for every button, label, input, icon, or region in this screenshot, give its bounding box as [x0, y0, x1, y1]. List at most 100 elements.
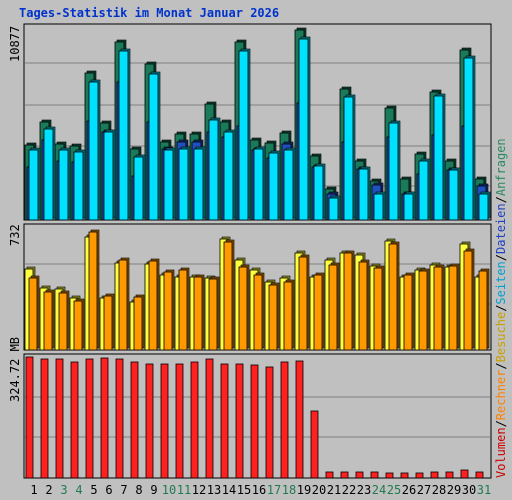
bar-volumen-day-28: [430, 471, 439, 479]
x-tick-label-day-29: 29: [447, 483, 461, 497]
bar-volumen-day-23: [355, 471, 364, 479]
bar-rechner-day-24: [373, 267, 383, 351]
bar-seiten-day-25: [388, 122, 399, 221]
legend-separator: /: [494, 420, 508, 427]
x-tick-label-day-12: 12: [192, 483, 206, 497]
x-tick-label-day-13: 13: [207, 483, 221, 497]
bar-rechner-day-31: [478, 270, 488, 351]
bar-seiten-day-19: [298, 38, 309, 221]
bar-seiten-day-18: [283, 149, 294, 221]
bar-volumen-day-8: [130, 361, 139, 479]
bar-rechner-day-15: [238, 266, 248, 351]
x-tick-label-day-25: 25: [387, 483, 401, 497]
bar-seiten-day-6: [103, 131, 114, 221]
bar-seiten-day-22: [343, 96, 354, 221]
bar-rechner-day-26: [403, 274, 413, 351]
bar-rechner-day-21: [328, 264, 338, 351]
bar-rechner-day-13: [208, 278, 218, 351]
bar-volumen-day-18: [280, 361, 289, 479]
bar-rechner-day-22: [343, 252, 353, 351]
legend-item-rechner: Rechner: [494, 370, 508, 421]
bar-volumen-day-31: [475, 471, 484, 479]
legend-item-dateien: Dateien: [494, 203, 508, 254]
bar-rechner-day-19: [298, 256, 308, 351]
bar-rechner-day-3: [58, 292, 68, 351]
bar-seiten-day-16: [253, 148, 264, 221]
x-tick-label-day-7: 7: [120, 483, 127, 497]
bar-rechner-day-4: [73, 300, 83, 351]
x-tick-label-day-8: 8: [135, 483, 142, 497]
bar-seiten-day-15: [238, 50, 249, 221]
bar-rechner-day-12: [193, 276, 203, 351]
series-legend: Volumen/Rechner/Besuche/Seiten/Dateien/A…: [494, 138, 508, 478]
bar-rechner-day-18: [283, 281, 293, 351]
bar-seiten-day-28: [433, 95, 444, 221]
bar-volumen-day-2: [40, 358, 49, 479]
bar-rechner-day-25: [388, 243, 398, 351]
bar-volumen-day-15: [235, 363, 244, 479]
legend-item-volumen: Volumen: [494, 427, 508, 478]
bar-volumen-day-26: [400, 472, 409, 479]
x-tick-label-day-17: 17: [267, 483, 281, 497]
legend-item-anfragen: Anfragen: [494, 138, 508, 196]
bar-rechner-day-20: [313, 274, 323, 351]
bar-rechner-day-29: [448, 265, 458, 351]
bars: [24, 27, 491, 479]
bar-volumen-day-20: [310, 410, 319, 479]
bar-seiten-day-11: [178, 148, 189, 221]
bar-rechner-day-6: [103, 295, 113, 351]
legend-separator: /: [494, 196, 508, 203]
x-axis-day-labels: 1 2 3 4 5 6 7 8 9 10 11 12 13 14 15 16 17 18 19 20 21 22 23 24 2…: [30, 483, 491, 497]
bar-seiten-day-5: [88, 81, 99, 221]
x-tick-label-day-2: 2: [45, 483, 52, 497]
bar-volumen-day-7: [115, 358, 124, 479]
bar-rechner-day-23: [358, 261, 368, 351]
bar-volumen-day-12: [190, 361, 199, 479]
bar-volumen-day-9: [145, 363, 154, 479]
x-tick-label-day-26: 26: [402, 483, 416, 497]
bar-rechner-day-28: [433, 266, 443, 351]
x-tick-label-day-18: 18: [282, 483, 296, 497]
volume-ymax-label: 324.72 MB: [8, 337, 22, 402]
bar-volumen-day-10: [160, 363, 169, 479]
bar-volumen-day-29: [445, 471, 454, 479]
x-tick-label-day-24: 24: [372, 483, 386, 497]
bar-volumen-day-25: [385, 472, 394, 479]
bar-volumen-day-19: [295, 360, 304, 479]
x-tick-label-day-11: 11: [177, 483, 191, 497]
bar-seiten-day-12: [193, 148, 204, 221]
bar-volumen-day-3: [55, 358, 64, 479]
bar-volumen-day-1: [25, 356, 34, 479]
legend-item-besuche: Besuche: [494, 312, 508, 363]
bar-seiten-day-31: [478, 193, 489, 221]
x-tick-label-day-16: 16: [252, 483, 266, 497]
bar-volumen-day-14: [220, 363, 229, 479]
x-tick-label-day-30: 30: [462, 483, 476, 497]
bar-seiten-day-26: [403, 193, 414, 221]
x-tick-label-day-6: 6: [105, 483, 112, 497]
x-tick-label-day-23: 23: [357, 483, 371, 497]
legend-separator: /: [494, 362, 508, 369]
bar-volumen-day-22: [340, 471, 349, 479]
bar-seiten-day-20: [313, 165, 324, 221]
bar-volumen-day-4: [70, 361, 79, 479]
bar-volumen-day-30: [460, 469, 469, 479]
legend-separator: /: [494, 254, 508, 261]
legend-separator: /: [494, 305, 508, 312]
bar-seiten-day-17: [268, 152, 279, 221]
bar-seiten-day-7: [118, 50, 129, 221]
bar-seiten-day-29: [448, 169, 459, 221]
bar-seiten-day-23: [358, 168, 369, 221]
bar-volumen-day-21: [325, 471, 334, 479]
bar-rechner-day-1: [28, 277, 38, 351]
x-tick-label-day-14: 14: [222, 483, 236, 497]
bar-rechner-day-7: [118, 259, 128, 351]
bar-rechner-day-9: [148, 260, 158, 351]
bar-volumen-day-13: [205, 358, 214, 479]
x-tick-label-day-4: 4: [75, 483, 82, 497]
visits-ymax-label: 732: [8, 224, 22, 246]
bar-seiten-day-8: [133, 156, 144, 221]
bar-rechner-day-17: [268, 284, 278, 351]
x-tick-label-day-28: 28: [432, 483, 446, 497]
